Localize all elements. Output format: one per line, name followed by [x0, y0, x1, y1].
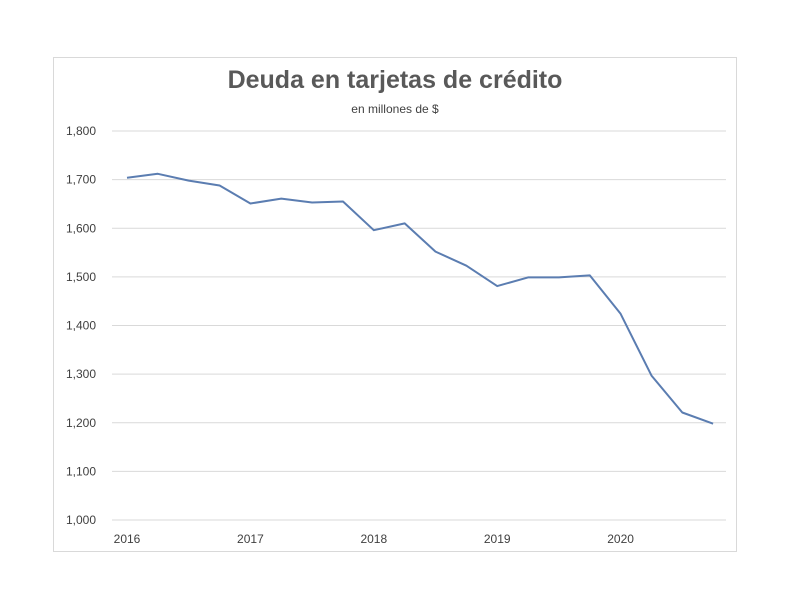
y-tick-label: 1,000 — [66, 513, 96, 527]
x-tick-label: 2020 — [607, 532, 634, 546]
y-tick-label: 1,600 — [66, 221, 96, 235]
chart-title: Deuda en tarjetas de crédito — [227, 66, 563, 94]
series-line — [126, 172, 714, 425]
y-tick-label: 1,800 — [66, 124, 96, 138]
y-tick-label: 1,700 — [66, 173, 96, 187]
x-axis-tick-labels: 2016 2017 2018 2019 2020 — [114, 532, 635, 546]
gridlines — [112, 130, 726, 521]
y-tick-label: 1,400 — [66, 319, 96, 333]
x-tick-label: 2016 — [114, 532, 141, 546]
y-tick-label: 1,300 — [66, 367, 96, 381]
y-tick-label: 1,500 — [66, 270, 96, 284]
chart-subtitle: en millones de $ — [351, 102, 439, 116]
x-tick-label: 2019 — [484, 532, 511, 546]
y-tick-label: 1,100 — [66, 464, 96, 478]
series-lines — [126, 172, 714, 425]
y-axis-tick-labels: 1,000 1,100 1,200 1,300 1,400 1,500 1,600 1,700… — [66, 124, 96, 527]
x-tick-label: 2018 — [360, 532, 387, 546]
y-tick-label: 1,200 — [66, 416, 96, 430]
x-tick-label: 2017 — [237, 532, 264, 546]
chart-frame — [53, 57, 737, 552]
